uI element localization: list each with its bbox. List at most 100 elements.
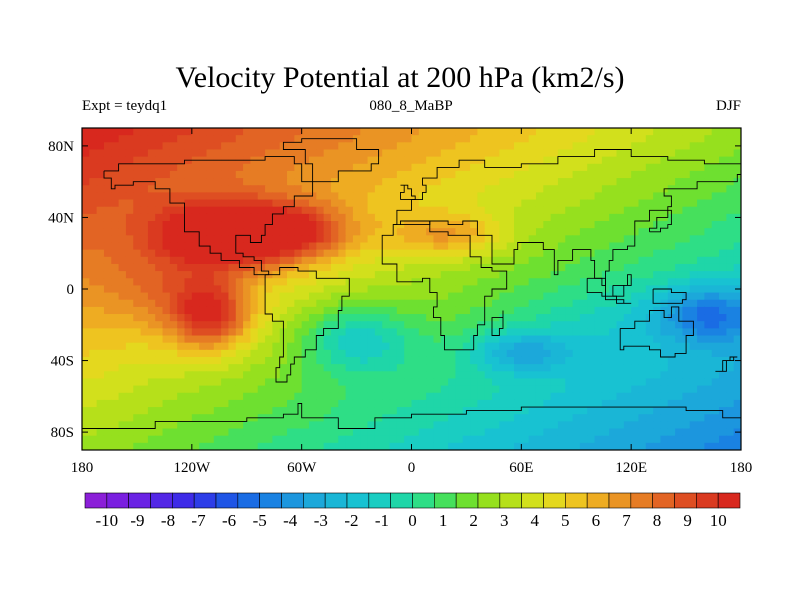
field-cell bbox=[389, 371, 398, 380]
field-cell bbox=[470, 206, 478, 215]
field-cell bbox=[557, 271, 566, 279]
field-cell bbox=[243, 271, 252, 279]
field-cell bbox=[323, 314, 332, 322]
field-cell bbox=[396, 392, 405, 401]
field-cell bbox=[726, 256, 735, 265]
field-cell bbox=[323, 221, 332, 229]
field-cell bbox=[506, 421, 515, 430]
field-cell bbox=[213, 378, 222, 387]
field-cell bbox=[492, 364, 500, 372]
field-cell bbox=[484, 242, 493, 251]
field-cell bbox=[726, 278, 735, 287]
field-cell bbox=[550, 385, 559, 394]
field-cell bbox=[711, 356, 720, 365]
field-cell bbox=[667, 256, 676, 265]
field-cell bbox=[521, 385, 530, 394]
field-cell bbox=[243, 335, 252, 344]
field-cell bbox=[338, 221, 347, 229]
field-cell bbox=[733, 435, 741, 444]
field-cell bbox=[243, 435, 252, 444]
field-cell bbox=[470, 392, 478, 401]
field-cell bbox=[125, 249, 134, 258]
field-cell bbox=[345, 428, 354, 437]
field-cell bbox=[147, 314, 156, 322]
field-cell bbox=[213, 278, 222, 287]
field-cell bbox=[140, 335, 149, 344]
field-cell bbox=[682, 378, 691, 387]
field-cell bbox=[528, 149, 537, 158]
field-cell bbox=[96, 228, 105, 236]
field-cell bbox=[133, 285, 142, 294]
field-cell bbox=[338, 256, 347, 265]
field-cell bbox=[147, 428, 156, 437]
field-cell bbox=[374, 142, 383, 151]
y-tick-label: 40S bbox=[51, 354, 74, 370]
field-cell bbox=[265, 178, 273, 186]
field-cell bbox=[675, 242, 684, 251]
field-cell bbox=[118, 128, 127, 136]
field-cell bbox=[645, 185, 654, 193]
field-cell bbox=[140, 135, 149, 143]
field-cell bbox=[528, 335, 537, 344]
colorbar-box bbox=[172, 492, 195, 509]
field-cell bbox=[484, 256, 493, 265]
field-cell bbox=[382, 407, 391, 415]
field-cell bbox=[638, 242, 647, 251]
field-cell bbox=[228, 314, 237, 322]
field-cell bbox=[572, 342, 581, 351]
field-cell bbox=[169, 385, 178, 394]
field-cell bbox=[133, 306, 142, 315]
field-cell bbox=[704, 228, 713, 236]
field-cell bbox=[689, 292, 698, 301]
field-cell bbox=[660, 435, 669, 444]
field-cell bbox=[433, 156, 442, 165]
field-cell bbox=[418, 321, 427, 329]
field-cell bbox=[82, 170, 90, 179]
field-cell bbox=[184, 142, 193, 151]
field-cell bbox=[689, 428, 698, 437]
field-cell bbox=[199, 192, 208, 201]
field-cell bbox=[565, 342, 574, 351]
field-cell bbox=[521, 228, 530, 236]
field-cell bbox=[426, 428, 435, 437]
field-cell bbox=[711, 206, 720, 215]
field-cell bbox=[367, 271, 376, 279]
field-cell bbox=[587, 349, 596, 358]
field-cell bbox=[147, 170, 156, 179]
field-cell bbox=[228, 235, 237, 244]
field-cell bbox=[352, 335, 361, 344]
field-cell bbox=[147, 256, 156, 265]
field-cell bbox=[506, 228, 515, 236]
field-cell bbox=[594, 285, 603, 294]
field-cell bbox=[535, 206, 544, 215]
field-cell bbox=[426, 421, 435, 430]
field-cell bbox=[711, 306, 720, 315]
field-cell bbox=[404, 178, 413, 186]
field-cell bbox=[667, 335, 676, 344]
field-cell bbox=[506, 414, 515, 422]
field-cell bbox=[470, 328, 478, 337]
field-cell bbox=[579, 128, 588, 136]
field-cell bbox=[565, 414, 574, 422]
field-cell bbox=[433, 185, 442, 193]
field-cell bbox=[506, 314, 515, 322]
field-cell bbox=[345, 385, 354, 394]
field-cell bbox=[638, 206, 647, 215]
field-cell bbox=[199, 149, 208, 158]
field-cell bbox=[572, 414, 581, 422]
field-cell bbox=[535, 221, 544, 229]
field-cell bbox=[418, 306, 427, 315]
field-cell bbox=[279, 299, 288, 308]
field-cell bbox=[704, 342, 713, 351]
field-cell bbox=[448, 428, 457, 437]
field-cell bbox=[338, 385, 347, 394]
field-cell bbox=[360, 185, 369, 193]
field-cell bbox=[550, 192, 559, 201]
field-cell bbox=[448, 142, 457, 151]
field-cell bbox=[653, 385, 662, 394]
field-cell bbox=[111, 285, 120, 294]
field-cell bbox=[565, 235, 574, 244]
field-cell bbox=[579, 256, 588, 265]
field-cell bbox=[477, 178, 486, 186]
field-cell bbox=[638, 149, 647, 158]
